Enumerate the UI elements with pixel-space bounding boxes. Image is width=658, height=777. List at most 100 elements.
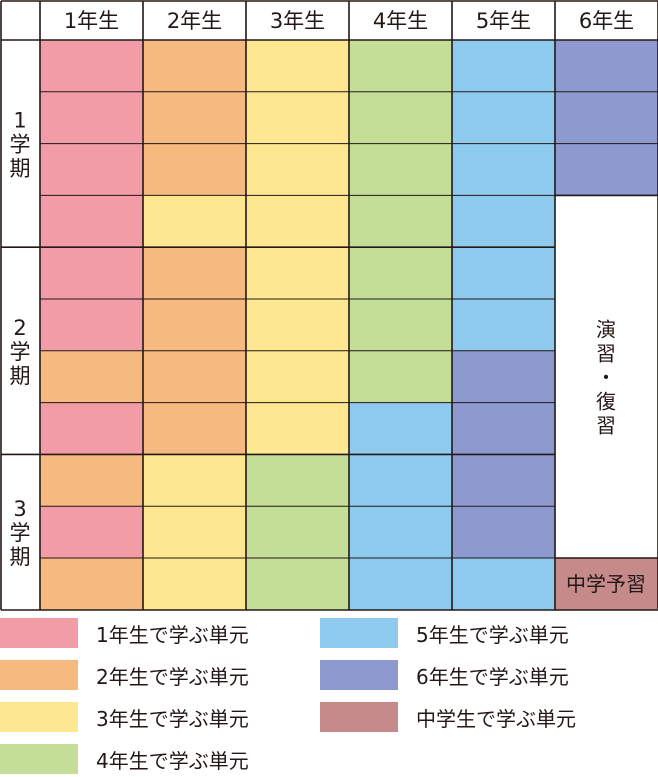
column-header-5: 5年生 [476,9,531,33]
grid-cell-3-2 [143,143,246,196]
grid-cell-5-2 [143,247,246,299]
grid-cell-11-4 [349,558,452,610]
grid-cell-5-4 [349,247,452,299]
legend-swatch-g4 [0,744,78,774]
svg-text:期: 期 [10,157,31,181]
legend: 1年生で学ぶ単元 2年生で学ぶ単元 3年生で学ぶ単元 4年生で学ぶ単元 5年生で… [0,612,658,774]
grid-cell-9-3 [246,454,349,507]
grid-cell-3-1 [40,143,143,196]
svg-text:1: 1 [13,109,26,133]
grid-cell-9-5 [452,454,555,507]
grid-cell-5-1 [40,247,143,299]
grid-cell-6-5 [452,299,555,351]
grid-cell-9-2 [143,454,246,507]
svg-text:復: 復 [596,390,616,414]
legend-label-g6: 6年生で学ぶ単元 [416,664,569,689]
svg-text:期: 期 [10,545,31,569]
legend-swatch-g5 [320,618,398,648]
legend-label-jh: 中学生で学ぶ単元 [416,706,576,731]
grid-cell-1-1 [40,40,143,92]
term-label-3: 3学期 [10,497,31,569]
column-header-4: 4年生 [373,9,428,33]
svg-text:期: 期 [10,364,31,388]
grid-cell-7-1 [40,350,143,403]
svg-text:・: ・ [596,366,616,390]
svg-text:学: 学 [10,521,31,545]
grid-cell-1-5 [452,40,555,92]
svg-text:習: 習 [596,342,616,366]
legend-label-g4: 4年生で学ぶ単元 [96,748,249,773]
grid-cell-7-2 [143,350,246,403]
grid-cell-3-3 [246,143,349,196]
legend-swatch-jh [320,702,398,732]
grid-cell-9-4 [349,454,452,507]
grid-cell-4-3 [246,195,349,248]
grid-cell-1-4 [349,40,452,92]
legend-label-g3: 3年生で学ぶ単元 [96,706,249,731]
column-header-1: 1年生 [64,9,119,33]
grid-cell-2-5 [452,91,555,144]
grid-cell-11-6 [555,558,658,610]
grid-cell-4-2 [143,195,246,248]
legend-item-g6: 6年生で学ぶ単元 [320,658,569,692]
grid-cell-6-3 [246,299,349,351]
grid-cell-2-4 [349,91,452,144]
legend-item-g3: 3年生で学ぶ単元 [0,700,249,734]
term-label-2: 2学期 [10,316,31,388]
grid-cell-11-3 [246,558,349,610]
grid-cell-2-2 [143,91,246,144]
legend-label-g2: 2年生で学ぶ単元 [96,664,249,689]
grid-cell-11-1 [40,558,143,610]
grid-cell-8-4 [349,402,452,455]
grid-cell-3-4 [349,143,452,196]
legend-swatch-g6 [320,660,398,690]
grid-cell-3-6 [555,143,658,196]
svg-text:2: 2 [13,316,26,340]
grid-cell-6-4 [349,299,452,351]
grid-cell-10-4 [349,506,452,558]
svg-text:3: 3 [13,497,26,521]
legend-swatch-g3 [0,702,78,732]
svg-text:学: 学 [10,340,31,364]
svg-text:演: 演 [596,318,616,342]
grid-cell-1-3 [246,40,349,92]
legend-item-g5: 5年生で学ぶ単元 [320,616,569,650]
legend-label-g5: 5年生で学ぶ単元 [416,622,569,647]
column-header-6: 6年生 [579,9,634,33]
grid-cell-8-1 [40,402,143,455]
grid-cell-7-3 [246,350,349,403]
grid-cell-7-4 [349,350,452,403]
grid-cell-10-5 [452,506,555,558]
grid-cell-4-5 [452,195,555,248]
grid-cell-8-5 [452,402,555,455]
grid-cell-5-3 [246,247,349,299]
grid-cell-4-4 [349,195,452,248]
grid-cell-2-6 [555,91,658,144]
review-label: 演習・復習 [596,318,616,438]
grid-cell-10-1 [40,506,143,558]
svg-text:学: 学 [10,133,31,157]
grid-cell-2-1 [40,91,143,144]
legend-item-jh: 中学生で学ぶ単元 [320,700,576,734]
legend-item-g1: 1年生で学ぶ単元 [0,616,249,650]
grid-cell-5-5 [452,247,555,299]
grid-cell-9-1 [40,454,143,507]
grid-cell-2-3 [246,91,349,144]
column-header-2: 2年生 [167,9,222,33]
grid-cell-8-2 [143,402,246,455]
legend-label-g1: 1年生で学ぶ単元 [96,622,249,647]
grid-cell-7-5 [452,350,555,403]
grid-cell-11-2 [143,558,246,610]
grid-cell-3-5 [452,143,555,196]
jh-label: 中学予習 [566,572,646,596]
legend-item-g2: 2年生で学ぶ単元 [0,658,249,692]
grid-cell-8-3 [246,402,349,455]
grid-cell-10-3 [246,506,349,558]
legend-swatch-g1 [0,618,78,648]
term-label-1: 1学期 [10,109,31,181]
grid-cell-1-6 [555,40,658,92]
grid-cell-6-1 [40,299,143,351]
grid-cell-6-2 [143,299,246,351]
legend-item-g4: 4年生で学ぶ単元 [0,742,249,776]
